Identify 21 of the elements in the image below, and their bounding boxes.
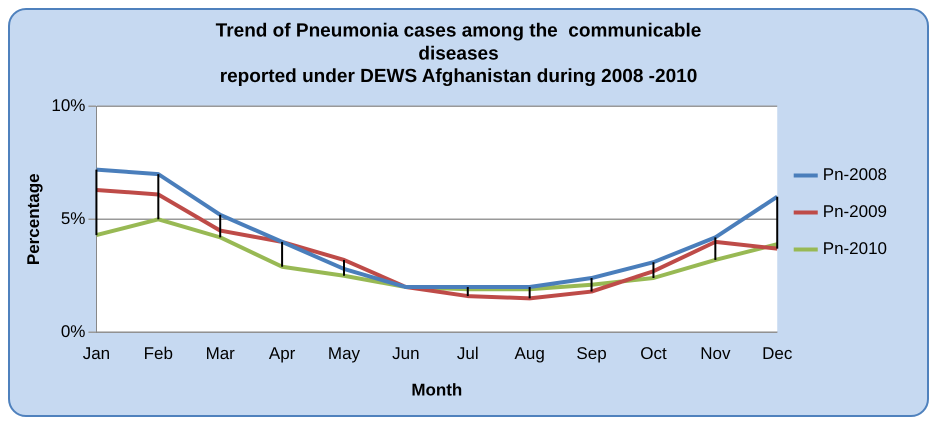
y-tick-label: 5%: [60, 208, 86, 228]
x-tick-label: Jan: [82, 344, 110, 364]
x-tick-label: Feb: [144, 344, 173, 364]
x-tick-label: Aug: [514, 344, 545, 364]
x-tick-label: Jul: [456, 344, 479, 364]
x-tick-label: Jun: [392, 344, 420, 364]
x-tick-label: May: [328, 344, 361, 364]
y-tick-label: 10%: [51, 96, 86, 116]
x-tick-label: Sep: [576, 344, 607, 364]
x-tick-label: Apr: [268, 344, 296, 364]
x-axis-title: Month: [411, 380, 462, 400]
x-tick-label: Oct: [640, 344, 667, 364]
x-tick-label: Dec: [762, 344, 793, 364]
x-tick-label: Nov: [700, 344, 731, 364]
y-tick-label: 0%: [60, 322, 86, 341]
y-axis-title: Percentage: [24, 173, 43, 266]
legend-label: Pn-2009: [822, 202, 888, 222]
legend-label: Pn-2008: [822, 165, 888, 184]
legend-label: Pn-2010: [822, 239, 888, 258]
x-tick-label: Mar: [206, 344, 236, 364]
chart-title: Trend of Pneumonia cases among the communicable diseases reported under DEWS Afghanistan during 2008 -2010: [216, 20, 702, 88]
